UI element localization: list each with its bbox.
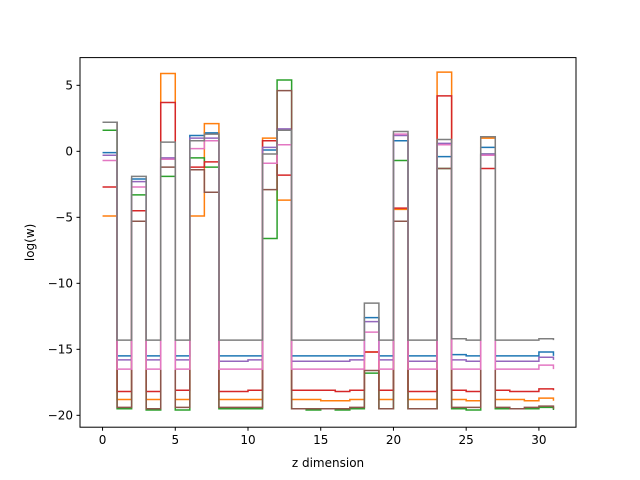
series-line-4 <box>102 95 555 393</box>
y-tick-label: 5 <box>65 79 73 93</box>
x-tick-label: 10 <box>240 433 255 447</box>
plot-frame <box>79 57 577 428</box>
y-tick-label: 0 <box>65 145 73 159</box>
y-tick-label: −10 <box>48 277 73 291</box>
series-layer <box>102 71 555 411</box>
series-line-5 <box>102 128 555 362</box>
y-tick-label: −5 <box>55 211 73 225</box>
series-line-2 <box>102 71 555 402</box>
x-tick-label: 0 <box>99 433 107 447</box>
series-line-7 <box>102 133 555 370</box>
x-tick-label: 30 <box>531 433 546 447</box>
y-axis: 5 0 −5 −10 −15 −20 <box>48 79 80 423</box>
x-axis-label: z dimension <box>292 456 364 470</box>
x-tick-label: 20 <box>386 433 401 447</box>
x-tick-label: 15 <box>313 433 328 447</box>
y-axis-label: log(w) <box>23 224 37 261</box>
x-tick-label: 25 <box>459 433 474 447</box>
series-line-8 <box>102 121 555 341</box>
y-tick-label: −20 <box>48 409 73 423</box>
y-tick-label: −15 <box>48 343 73 357</box>
x-tick-label: 5 <box>171 433 179 447</box>
x-axis: 0 5 10 15 20 25 30 <box>99 427 547 447</box>
series-line-1 <box>102 129 555 357</box>
